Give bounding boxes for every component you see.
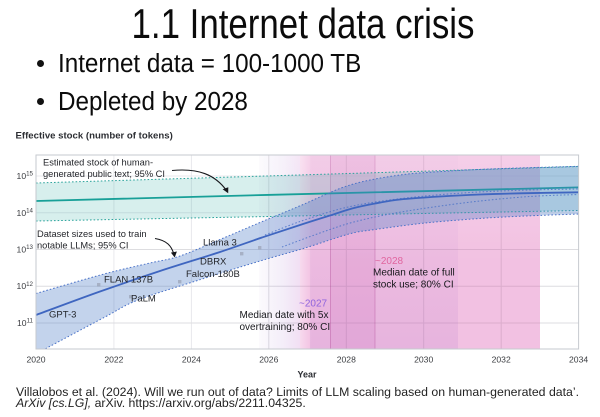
svg-text:PaLM: PaLM	[131, 294, 156, 305]
svg-text:Effective stock (number of tok: Effective stock (number of tokens)	[16, 131, 173, 142]
svg-text:Median date with 5x: Median date with 5x	[240, 310, 329, 321]
svg-text:1012: 1012	[17, 281, 34, 291]
svg-text:1013: 1013	[17, 244, 34, 254]
svg-text:Median date of full: Median date of full	[373, 268, 455, 279]
svg-text:Dataset sizes used to train: Dataset sizes used to train	[37, 229, 147, 239]
svg-text:Falcon-180B: Falcon-180B	[186, 269, 240, 280]
svg-text:2030: 2030	[414, 355, 433, 365]
svg-text:Llama 3: Llama 3	[203, 238, 237, 249]
svg-text:2022: 2022	[104, 355, 123, 365]
svg-text:2026: 2026	[259, 355, 278, 365]
svg-text:GPT-3: GPT-3	[49, 310, 76, 321]
svg-text:1015: 1015	[17, 171, 34, 181]
svg-text:notable LLMs; 95% CI: notable LLMs; 95% CI	[37, 241, 128, 251]
svg-text:2028: 2028	[337, 355, 356, 365]
svg-text:stock use; 80% CI: stock use; 80% CI	[373, 280, 454, 291]
svg-text:Year: Year	[297, 370, 317, 380]
svg-text:~2028: ~2028	[375, 256, 404, 267]
svg-text:1011: 1011	[17, 318, 34, 328]
svg-text:2032: 2032	[492, 355, 511, 365]
svg-text:DBRX: DBRX	[200, 257, 227, 268]
svg-text:~2027: ~2027	[299, 299, 328, 310]
svg-text:generated public text; 95% CI: generated public text; 95% CI	[43, 169, 165, 179]
svg-text:FLAN 137B: FLAN 137B	[104, 275, 153, 286]
svg-text:2024: 2024	[182, 355, 201, 365]
svg-text:Estimated stock of human-: Estimated stock of human-	[43, 158, 153, 168]
svg-text:overtraining; 80% CI: overtraining; 80% CI	[240, 322, 331, 333]
svg-text:2034: 2034	[569, 355, 588, 365]
svg-text:2020: 2020	[26, 355, 45, 365]
svg-text:1014: 1014	[17, 207, 34, 217]
